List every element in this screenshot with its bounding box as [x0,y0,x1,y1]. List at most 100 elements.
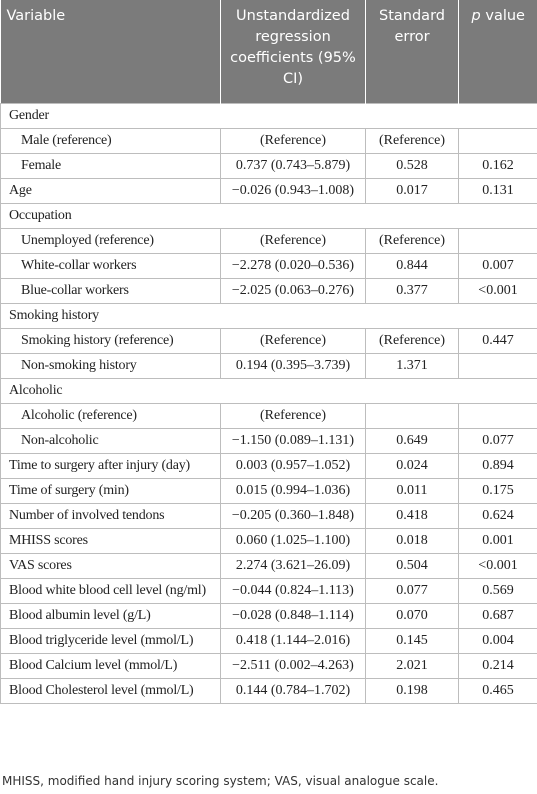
table-cell: 0.070 [365,603,459,629]
table-cell: Blue-collar workers [0,278,221,304]
section-title: Gender [0,103,537,129]
table-cell: 0.465 [458,678,537,704]
table-cell: Time of surgery (min) [0,478,221,504]
table-cell: 0.162 [458,153,537,179]
header-text: p [471,8,481,24]
table-cell: 0.528 [365,153,459,179]
table-row: VAS scores 2.274 (3.621–26.09) 0.504 <0.001 [0,553,537,579]
table-cell: 1.371 [365,353,459,379]
table-cell: Alcoholic (reference) [0,403,221,429]
table-cell: 0.077 [365,578,459,604]
table-body: Gender Male (reference) (Reference) (Refere… [0,103,537,704]
table-cell: <0.001 [458,553,537,579]
table-cell: (Reference) [220,128,366,154]
table-cell: 0.194 (0.395–3.739) [220,353,366,379]
table-cell: −0.026 (0.943–1.008) [220,178,366,204]
table-cell: 0.198 [365,678,459,704]
table-row: Time to surgery after injury (day) 0.003 … [0,453,537,479]
table-cell: −2.511 (0.002–4.263) [220,653,366,679]
table-cell: 0.024 [365,453,459,479]
table-cell: Non-smoking history [0,353,221,379]
table-cell: 0.504 [365,553,459,579]
table-row: MHISS scores 0.060 (1.025–1.100) 0.018 0.00… [0,528,537,554]
table-cell: 0.418 [365,503,459,529]
section-title: Smoking history [0,303,537,329]
table-cell: Unemployed (reference) [0,228,221,254]
table-cell: 0.569 [458,578,537,604]
table-cell: 0.003 (0.957–1.052) [220,453,366,479]
table-cell: 0.145 [365,628,459,654]
table-cell: Time to surgery after injury (day) [0,453,221,479]
table-cell: −0.028 (0.848–1.114) [220,603,366,629]
table-cell: 0.894 [458,453,537,479]
header-cell: p value [458,0,537,104]
section-row: Gender [0,103,537,129]
table-row: Unemployed (reference) (Reference) (Refere… [0,228,537,254]
table-cell: 0.018 [365,528,459,554]
section-row: Alcoholic [0,378,537,404]
section-row: Occupation [0,203,537,229]
table-cell: Smoking history (reference) [0,328,221,354]
section-title: Alcoholic [0,378,537,404]
table-cell: Age [0,178,221,204]
table-cell: −0.044 (0.824–1.113) [220,578,366,604]
header-text: value [485,8,525,24]
table-cell: 0.001 [458,528,537,554]
table-cell: −2.278 (0.020–0.536) [220,253,366,279]
table-row: Female 0.737 (0.743–5.879) 0.528 0.162 [0,153,537,179]
table-cell: <0.001 [458,278,537,304]
table-row: Non-alcoholic −1.150 (0.089–1.131) 0.649 0.… [0,428,537,454]
table-cell: 0.649 [365,428,459,454]
table-row: Non-smoking history 0.194 (0.395–3.739) 1.… [0,353,537,379]
table-cell: Blood Cholesterol level (mmol/L) [0,678,221,704]
table-cell: (Reference) [220,228,366,254]
footnote: MHISS, modified hand injury scoring syst… [2,774,439,788]
table-cell: 0.624 [458,503,537,529]
table-row: Number of involved tendons −0.205 (0.360–… [0,503,537,529]
table-cell: MHISS scores [0,528,221,554]
table-cell: −2.025 (0.063–0.276) [220,278,366,304]
table-cell: −0.205 (0.360–1.848) [220,503,366,529]
table-row: Smoking history (reference) (Reference) (R… [0,328,537,354]
table-cell: 0.131 [458,178,537,204]
table-cell: 0.844 [365,253,459,279]
table-cell: (Reference) [365,228,459,254]
section-row: Smoking history [0,303,537,329]
table-cell: VAS scores [0,553,221,579]
table-cell [458,128,537,154]
table-cell: 0.447 [458,328,537,354]
table-cell: Female [0,153,221,179]
header-cell: Variable [0,0,221,104]
table-cell: Blood white blood cell level (ng/ml) [0,578,221,604]
table-row: Blood Cholesterol level (mmol/L) 0.144 (0… [0,678,537,704]
table-cell: (Reference) [365,328,459,354]
table-cell: 0.144 (0.784–1.702) [220,678,366,704]
table-cell: Number of involved tendons [0,503,221,529]
table-cell: 0.004 [458,628,537,654]
table-cell: 0.737 (0.743–5.879) [220,153,366,179]
table-cell: Blood triglyceride level (mmol/L) [0,628,221,654]
table-cell: (Reference) [220,328,366,354]
table-cell: 0.077 [458,428,537,454]
table-row: White-collar workers −2.278 (0.020–0.536)… [0,253,537,279]
table-cell: −1.150 (0.089–1.131) [220,428,366,454]
table-cell: Blood Calcium level (mmol/L) [0,653,221,679]
table-row: Time of surgery (min) 0.015 (0.994–1.036)… [0,478,537,504]
table-cell: 0.007 [458,253,537,279]
table-row: Alcoholic (reference) (Reference) [0,403,537,429]
table-row: Blood white blood cell level (ng/ml) −0.0… [0,578,537,604]
table-cell [458,403,537,429]
header-cell: Unstandardized regression coefficients (… [220,0,366,104]
table-row: Male (reference) (Reference) (Reference) [0,128,537,154]
table-row: Blood triglyceride level (mmol/L) 0.418 (… [0,628,537,654]
table-cell: 0.214 [458,653,537,679]
table-cell [458,228,537,254]
table-cell: (Reference) [365,128,459,154]
table-cell: 0.015 (0.994–1.036) [220,478,366,504]
table: Variable Unstandardized regression coeffi… [0,0,537,704]
table-cell: 0.011 [365,478,459,504]
table-row: Blood albumin level (g/L) −0.028 (0.848–1… [0,603,537,629]
table-cell: Male (reference) [0,128,221,154]
table-cell: 0.377 [365,278,459,304]
